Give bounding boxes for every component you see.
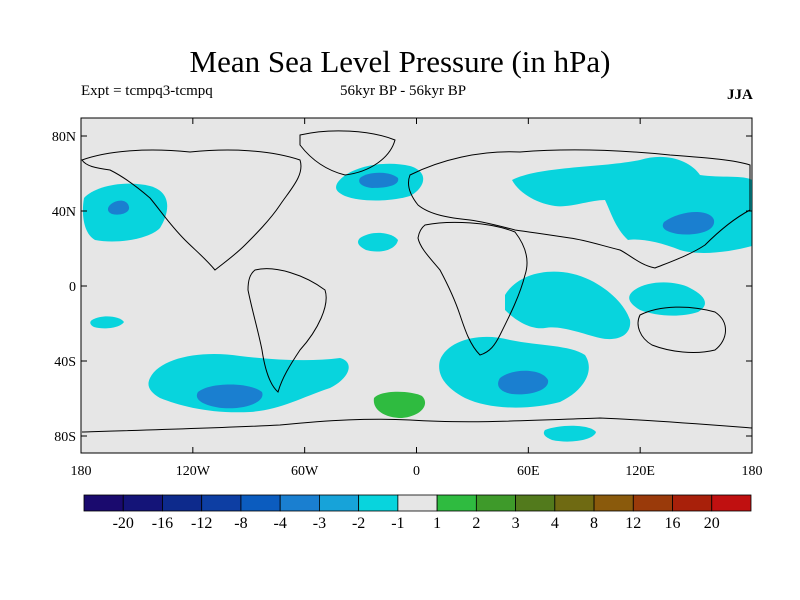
colorbar-swatch: [672, 494, 713, 512]
colorbar-label: 2: [472, 515, 480, 532]
colorbar-swatch: [554, 494, 595, 512]
north-atlantic-core: [359, 172, 399, 188]
colorbar-label: 3: [512, 515, 520, 532]
colorbar-label: 8: [590, 515, 598, 532]
antarctica-outline: [81, 417, 753, 433]
colorbar-swatch: [240, 494, 281, 512]
colorbar-swatch: [436, 494, 477, 512]
indian-ocean-strip: [505, 271, 631, 340]
lat-tick-label: 40S: [54, 355, 76, 370]
colorbar-label: -20: [113, 515, 134, 532]
experiment-label: Expt = tcmpq3-tcmpq: [81, 83, 213, 99]
colorbar-swatch: [475, 494, 516, 512]
colorbar-swatch: [319, 494, 360, 512]
lon-tick-label: 120W: [176, 464, 211, 479]
northwest-pacific-core: [662, 211, 715, 235]
south-america-outline: [247, 268, 327, 393]
colorbar-swatch: [711, 494, 752, 512]
lat-tick-label: 80N: [52, 130, 76, 145]
lat-tick-label: 40N: [52, 205, 76, 220]
tropical-pacific-patch: [90, 316, 124, 329]
colorbar-label: -4: [274, 515, 287, 532]
north-pacific-east-core: [107, 200, 130, 215]
lon-tick-label: 180: [71, 464, 92, 479]
colorbar-label: 4: [551, 515, 559, 532]
colorbar-swatch: [632, 494, 673, 512]
colorbar-label: -3: [313, 515, 326, 532]
lon-tick-label: 60W: [291, 464, 319, 479]
lon-tick-label: 120E: [625, 464, 655, 479]
colorbar-label: -2: [352, 515, 365, 532]
lon-tick-label: 60E: [517, 464, 540, 479]
greenland-outline: [299, 130, 396, 176]
lon-tick-label: 180: [742, 464, 763, 479]
north-america-outline: [81, 149, 302, 271]
colorbar-swatch: [279, 494, 320, 512]
colorbar-swatch: [593, 494, 634, 512]
colorbar-label: -8: [234, 515, 247, 532]
colorbar: -20 -16 -12 -8 -4 -3 -2 -1 1 2 3 4 8 12 16 20: [83, 494, 752, 532]
antarctic-fringe-patch: [543, 425, 596, 442]
colorbar-swatch: [358, 494, 399, 512]
south-indian-ocean-core: [498, 370, 549, 395]
colorbar-swatch: [122, 494, 163, 512]
period-label: 56kyr BP - 56kyr BP: [340, 83, 467, 99]
africa-outline: [417, 221, 528, 356]
colorbar-swatch: [201, 494, 242, 512]
lat-tick-label: 80S: [54, 430, 76, 445]
southeast-pacific-core: [196, 384, 263, 409]
colorbar-swatch: [515, 494, 556, 512]
colorbar-label: -12: [191, 515, 212, 532]
colorbar-label: 1: [433, 515, 441, 532]
north-atlantic-patch-2: [358, 232, 398, 252]
australia-outline: [637, 306, 726, 353]
colorbar-label: 12: [625, 515, 641, 532]
colorbar-label: 20: [704, 515, 720, 532]
map-title: Mean Sea Level Pressure (in hPa): [189, 44, 611, 79]
colorbar-swatch: [162, 494, 203, 512]
colorbar-label: -16: [152, 515, 173, 532]
continent-outlines: [81, 130, 753, 433]
lat-tick-label: 0: [69, 280, 76, 295]
colorbar-swatch: [397, 494, 438, 512]
weddell-sea-high: [373, 391, 426, 418]
colorbar-label: -1: [391, 515, 404, 532]
lon-tick-label: 0: [413, 464, 420, 479]
colorbar-label: 16: [665, 515, 681, 532]
colorbar-swatch: [83, 494, 124, 512]
latitude-axis: 80N 40N 0 40S 80S: [52, 130, 752, 445]
longitude-axis: 180 120W 60W 0 60E 120E 180: [71, 118, 763, 479]
season-label: JJA: [727, 87, 753, 103]
europe-asia-outline: [407, 149, 751, 269]
